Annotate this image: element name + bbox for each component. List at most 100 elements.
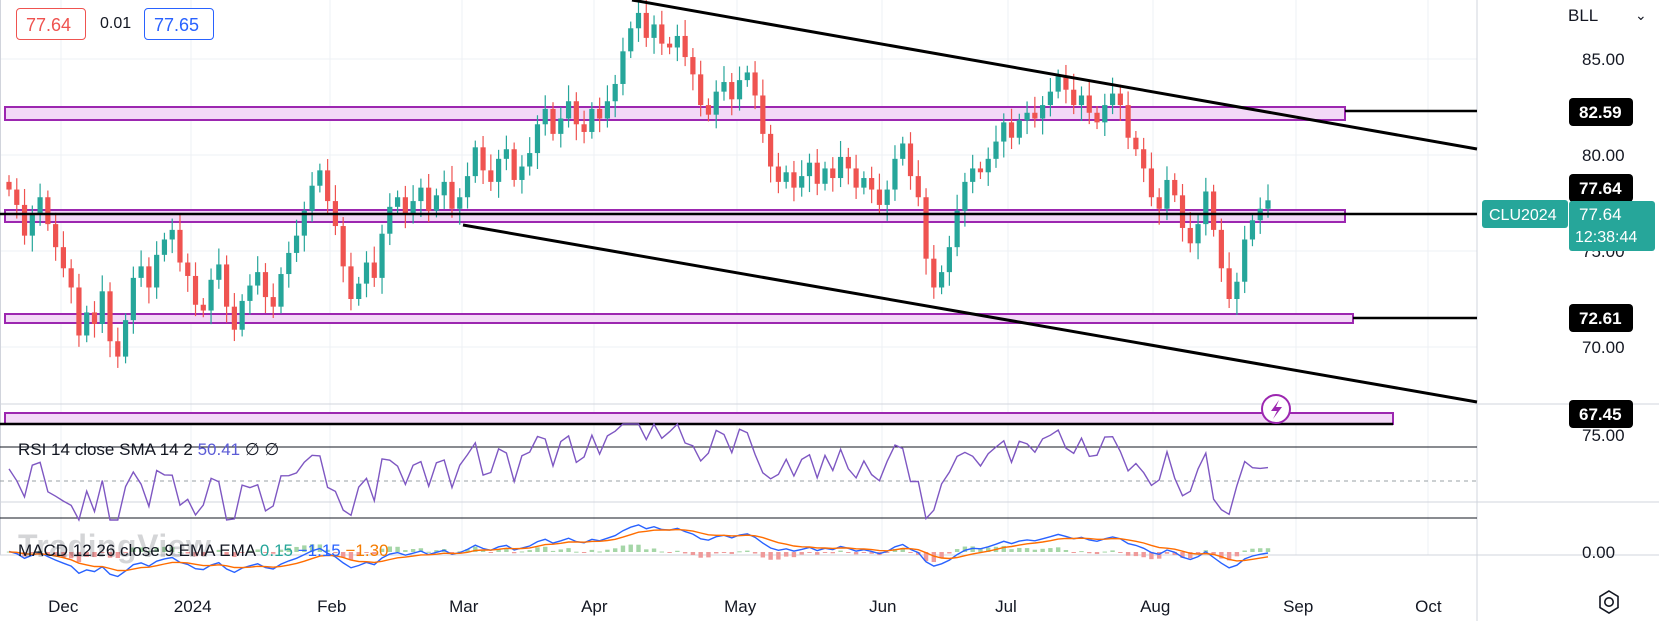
macd-histogram-bar xyxy=(752,552,758,554)
macd-histogram-bar xyxy=(92,552,97,558)
macd-histogram-bar xyxy=(364,552,369,553)
macd-histogram-bar xyxy=(846,552,851,553)
candle-body xyxy=(371,262,377,278)
candle-body xyxy=(169,229,175,240)
candle-body xyxy=(387,206,393,234)
candle-body xyxy=(262,272,269,298)
candle-body xyxy=(1063,76,1069,90)
candle-body xyxy=(146,266,152,288)
candle-body xyxy=(705,105,712,115)
macd-histogram-bar xyxy=(511,552,517,554)
settings-icon[interactable] xyxy=(1596,589,1622,615)
time-axis-label: Dec xyxy=(48,597,79,616)
macd-histogram-bar xyxy=(170,547,175,552)
macd-histogram-bar xyxy=(939,552,944,558)
candle-body xyxy=(1179,195,1186,228)
current-price-tag xyxy=(1569,201,1655,251)
macd-histogram-bar xyxy=(581,552,587,553)
price-level-label-text: 77.64 xyxy=(1579,179,1622,198)
candle-body xyxy=(635,12,642,29)
candle-body xyxy=(573,101,579,125)
candle-body xyxy=(503,149,509,159)
candle-body xyxy=(441,181,447,196)
candle-body xyxy=(1156,197,1162,209)
macd-histogram-bar xyxy=(162,546,167,552)
candle-body xyxy=(946,247,952,273)
macd-histogram-bar xyxy=(372,552,377,555)
macd-histogram-bar xyxy=(791,552,797,558)
resistance-zone xyxy=(4,106,1346,121)
candle-body xyxy=(527,153,533,167)
candle-body xyxy=(91,312,98,324)
macd-histogram-bar xyxy=(970,546,975,552)
support-zone xyxy=(4,313,1354,324)
macd-histogram-bar xyxy=(84,552,89,558)
symbol-select[interactable]: BLL xyxy=(1568,6,1599,25)
candle-body xyxy=(449,181,455,209)
macd-histogram-bar xyxy=(706,552,711,558)
candle-body xyxy=(185,262,191,276)
tradingview-watermark: TradingView xyxy=(18,528,212,564)
candle-body xyxy=(736,80,743,100)
macd-histogram-bar xyxy=(1242,550,1247,552)
macd-histogram-bar xyxy=(760,552,766,558)
chevron-down-icon[interactable]: ⌄ xyxy=(1635,7,1647,23)
price-level-label xyxy=(1569,174,1633,202)
macd-legend[interactable]: MACD 12 26 close 9 EMA EMA 0.15 −1.15 −1… xyxy=(18,541,388,561)
macd-histogram-bar xyxy=(986,547,991,552)
macd-histogram-bar xyxy=(597,551,602,553)
macd-histogram-bar xyxy=(1164,552,1170,554)
macd-histogram-bar xyxy=(737,551,742,553)
candle-body xyxy=(1218,229,1224,269)
macd-histogram-bar xyxy=(1009,549,1014,552)
candle-body xyxy=(643,12,649,38)
macd-histogram-bar xyxy=(574,551,579,553)
macd-histogram-bar xyxy=(185,552,190,554)
candle-body xyxy=(1024,112,1030,121)
macd-histogram-bar xyxy=(138,547,144,552)
candle-body xyxy=(29,214,35,236)
macd-histogram-bar xyxy=(558,549,563,552)
macd-histogram-bar xyxy=(247,550,253,552)
macd-histogram-bar xyxy=(1102,551,1107,553)
rsi-legend[interactable]: RSI 14 close SMA 14 2 50.41 ∅ ∅ xyxy=(18,440,279,460)
candle-body xyxy=(907,143,914,177)
macd-histogram-bar xyxy=(61,552,66,558)
candle-body xyxy=(1094,112,1100,123)
candle-body xyxy=(876,189,883,205)
macd-histogram-bar xyxy=(348,552,354,560)
macd-histogram-bar xyxy=(403,550,408,552)
bid-price-box[interactable]: 77.64 xyxy=(16,8,86,40)
candle-body xyxy=(1164,179,1170,209)
macd-histogram-bar xyxy=(566,548,571,552)
candle-body xyxy=(363,262,370,284)
symbol-tag-text: CLU2024 xyxy=(1489,207,1557,224)
candle-body xyxy=(783,172,789,182)
candle-body xyxy=(6,181,12,190)
candle-body xyxy=(970,168,976,182)
ask-price-box[interactable]: 77.65 xyxy=(144,8,214,40)
candle-body xyxy=(931,258,937,288)
time-axis-label: Jul xyxy=(995,597,1017,616)
macd-histogram-bar xyxy=(1265,548,1271,552)
candle-body xyxy=(457,197,463,209)
macd-line xyxy=(8,524,1269,578)
macd-histogram-bar xyxy=(146,550,152,552)
candle-body xyxy=(200,304,206,311)
macd-histogram-bar xyxy=(1180,552,1185,558)
candle-body xyxy=(1047,91,1053,106)
macd-histogram-bar xyxy=(612,548,618,552)
candle-body xyxy=(713,91,719,115)
candle-body xyxy=(1242,239,1248,282)
candle-body xyxy=(239,300,245,330)
macd-histogram-bar xyxy=(1110,550,1115,552)
candle-body xyxy=(464,176,471,198)
rsi-legend-name: RSI 14 close SMA 14 2 xyxy=(18,440,193,459)
candle-body xyxy=(721,82,727,92)
macd-histogram-bar xyxy=(473,546,478,552)
candle-body xyxy=(14,189,20,205)
candle-body xyxy=(1187,227,1193,244)
macd-histogram-bar xyxy=(900,548,905,552)
macd-histogram-bar xyxy=(1017,547,1022,552)
